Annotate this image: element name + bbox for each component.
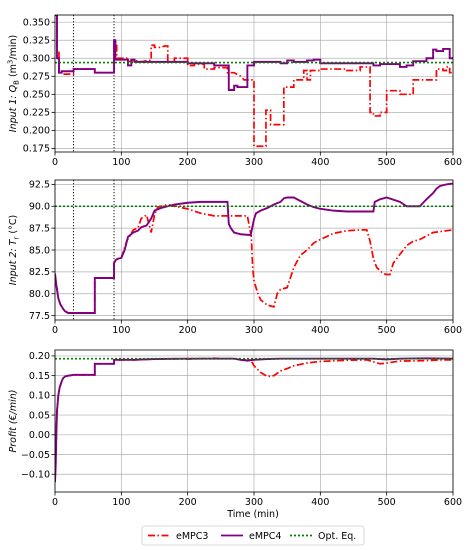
y-axis-label-part: Input 2: — [8, 245, 19, 285]
panel-1: 0 100 200 300 400 500 600 0.175 0.200 0.225 0.250 0… — [7, 14, 462, 168]
x-tick-label: 600 — [444, 325, 462, 336]
y-tick-label: 87.5 — [29, 223, 50, 234]
y-tick-label: 0.200 — [23, 126, 50, 137]
y-tick-label: 90.0 — [29, 202, 50, 213]
y-tick-label: 0.00 — [29, 430, 50, 441]
series-line-empc3 — [55, 357, 453, 483]
y-tick-label: 0.10 — [29, 391, 50, 402]
y-axis-label: Input 1: QB (m3/min) — [7, 35, 21, 132]
series-line-empc3 — [55, 15, 453, 148]
x-axis-label: Time (min) — [226, 509, 279, 520]
x-tick-label: 500 — [378, 157, 396, 168]
x-tick-label: 100 — [112, 497, 130, 508]
series-line-empc4 — [55, 15, 453, 91]
y-tick-label: 0.225 — [23, 108, 50, 119]
y-tick-label: 92.5 — [29, 180, 50, 191]
y-axis-label-part: Input 1: — [8, 92, 19, 132]
y-axis-label-part: T — [8, 238, 19, 245]
y-tick-label: 82.5 — [29, 267, 50, 278]
x-tick-label: 300 — [245, 157, 263, 168]
x-tick-label: 100 — [112, 325, 130, 336]
plot-area — [55, 357, 453, 483]
x-tick-label: 200 — [179, 325, 197, 336]
x-tick-label: 500 — [378, 497, 396, 508]
panels: 0 100 200 300 400 500 6000.1750.2000.2250.2500… — [7, 14, 462, 508]
x-tick-label: 200 — [179, 157, 197, 168]
y-tick-label: 0.325 — [23, 36, 50, 47]
x-tick-label: 400 — [311, 157, 329, 168]
y-tick-label: 0.20 — [29, 351, 50, 362]
axes-frame — [54, 349, 454, 493]
x-tick-label: 300 — [245, 325, 263, 336]
y-axis-label-part: (°C) — [8, 215, 19, 237]
y-axis-label-part: r — [13, 237, 21, 240]
x-tick-label: 0 — [52, 325, 58, 336]
y-tick-label: 0.250 — [23, 90, 50, 101]
x-tick-label: 400 — [311, 497, 329, 508]
x-tick-label: 500 — [378, 325, 396, 336]
y-tick-label: −0.10 — [21, 470, 50, 481]
y-tick-label: 77.5 — [29, 311, 50, 322]
panel-3: 0 100 200 300 400 500 600 −0.10 −0.05 0.00 0.05 0.1… — [8, 349, 462, 508]
legend-box — [141, 525, 365, 546]
x-tick-label: 300 — [245, 497, 263, 508]
y-tick-label: 80.0 — [29, 289, 50, 300]
y-axis-label-part: Q — [8, 84, 19, 92]
x-tick-label: 100 — [112, 157, 130, 168]
y-axis-label: Profit (€/min) — [8, 390, 19, 453]
x-tick-label: 600 — [444, 497, 462, 508]
axes-frame — [54, 179, 454, 321]
y-tick-label: 0.300 — [23, 54, 50, 65]
y-axis-label-part: (m — [8, 64, 19, 80]
x-tick-label: 0 — [52, 157, 58, 168]
y-axis-label: Input 2: Tr (°C) — [8, 215, 21, 285]
y-axis-label-part: Profit (€/min) — [8, 390, 19, 453]
y-axis-label-part: /min) — [8, 35, 19, 60]
axes-frame — [54, 14, 454, 153]
x-tick-label: 0 — [52, 497, 58, 508]
y-tick-label: 0.275 — [23, 72, 50, 83]
legend-label: eMPC4 — [249, 531, 281, 542]
y-tick-label: 0.15 — [29, 371, 50, 382]
panel-2: 0 100 200 300 400 500 600 77.5 80.0 82.5 85.0 87.5 9… — [8, 179, 462, 336]
x-tick-label: 200 — [179, 497, 197, 508]
legend-label: Opt. Eq. — [318, 531, 356, 542]
y-tick-label: 0.175 — [23, 144, 50, 155]
y-tick-label: −0.05 — [21, 450, 50, 461]
y-axis-label-part: B — [13, 80, 21, 85]
plot-area — [55, 180, 453, 320]
x-tick-label: 400 — [311, 325, 329, 336]
y-tick-label: 85.0 — [29, 245, 50, 256]
series-line-empc4 — [55, 182, 453, 314]
legend: eMPC3 eMPC4 Opt. Eq. — [141, 525, 365, 546]
plot-area — [55, 15, 453, 152]
y-axis-label-part: 3 — [7, 60, 15, 64]
x-tick-label: 600 — [444, 157, 462, 168]
y-tick-label: 0.05 — [29, 410, 50, 421]
legend-label: eMPC3 — [176, 531, 208, 542]
y-tick-label: 0.350 — [23, 18, 50, 29]
